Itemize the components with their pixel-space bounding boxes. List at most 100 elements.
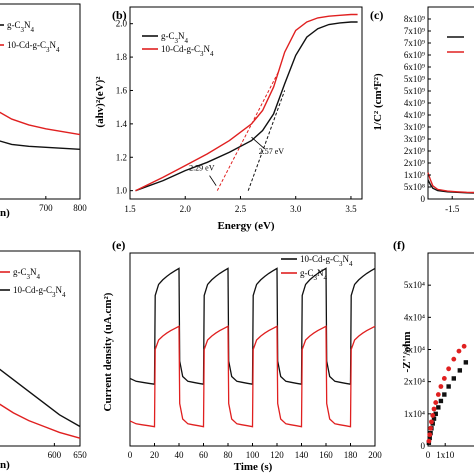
panel-e-xtick-label-5: 100 [246, 450, 260, 460]
panel-c-ytick-label-10: 5x10⁹ [404, 74, 425, 84]
panel-b-xtick-label-0: 1.5 [124, 204, 136, 214]
panel-f-point-0-11 [451, 376, 456, 381]
panel-e-label: (e) [112, 238, 125, 252]
panel-f-point-1-5 [431, 406, 437, 412]
panel-c-label: (c) [370, 8, 383, 22]
panel-e-legend-label-1: g-C3N4 [300, 268, 328, 282]
panel-f-ytick-label-1: 1x10⁴ [404, 409, 425, 419]
panel-f-plot: 0 1x10 0 1x10⁴ 2x10⁴ 3x10⁴ 4x10⁴ 5x10⁴ [404, 252, 474, 460]
panel-a-plot: 700 800 g-C3N4 10-Cd-g-C3N4 [0, 3, 87, 213]
panel-c-ytick-label-0: 0 [421, 194, 426, 204]
panel-f: (f) 0 1x10 0 1x10⁴ 2x10⁴ 3x10⁴ 4x10⁴ 5x10⁴ -Z''… [393, 238, 474, 460]
panel-f-point-0-13 [463, 360, 469, 365]
panel-e-ylabel: Current density (uA.cm²) [102, 292, 114, 411]
panel-a-frame [0, 3, 81, 200]
panel-b-annotation-arrow-1 [251, 136, 266, 150]
panel-c-ytick-label-1: 5x10⁸ [404, 182, 425, 192]
panel-b-tangent-black [247, 90, 286, 191]
panel-d-plot: 600 650 g-C3N4 10-Cd-g-C3N4 [0, 250, 87, 460]
panel-b-ytick-label-0: 1.0 [116, 186, 128, 196]
panel-f-point-0-1 [427, 435, 432, 441]
panel-a-series-1 [0, 111, 81, 136]
panel-f-ytick-label-4: 4x10⁴ [404, 312, 425, 322]
panel-b-xtick-label-3: 3.0 [290, 204, 302, 214]
panel-f-point-1-1 [427, 432, 433, 438]
panel-b-ytick-label-4: 1.8 [116, 52, 128, 62]
panel-d-xtick-label-1: 650 [73, 450, 87, 460]
panel-c-ytick-label-13: 7x10⁹ [404, 38, 425, 48]
panel-c-ytick-label-4: 2x10⁹ [404, 146, 425, 156]
panel-e-xtick-label-10: 200 [368, 450, 382, 460]
panel-d: 600 650 g-C3N4 10-Cd-g-C3N4 n) [0, 250, 87, 471]
panel-f-label: (f) [393, 238, 405, 252]
panel-e-xtick-label-9: 180 [344, 450, 358, 460]
panel-e-xtick-label-1: 20 [150, 450, 160, 460]
panel-e-xtick-label-0: 0 [128, 450, 133, 460]
panel-b-xtick-label-4: 3.5 [345, 204, 357, 214]
panel-b-legend-label-1: 10-Cd-g-C3N4 [161, 44, 214, 58]
panel-d-frame [0, 250, 81, 447]
panel-b-annotation-1: 2.57 eV [259, 147, 285, 156]
panel-b-frame [129, 6, 363, 200]
panel-b-xtick-label-1: 2.0 [180, 204, 192, 214]
panel-c-series-1 [427, 172, 474, 194]
panel-e-xtick-label-8: 160 [319, 450, 333, 460]
panel-b: (b) 2.29 eV 2.57 eV 1.5 2.0 2.5 3.0 3.5 1.0 1.2 1… [94, 6, 363, 232]
panel-b-ytick-label-2: 1.4 [116, 119, 128, 129]
panel-f-point-1-2 [428, 425, 433, 431]
panel-f-point-0-9 [442, 392, 447, 397]
panel-f-ytick-label-3: 3x10⁴ [404, 345, 425, 355]
panel-c: (c) -1.5 0 5x10⁸ 1x10⁹ 2x10⁹ 2x10⁹ 3x10⁹ 3x10⁹ 4… [370, 6, 474, 214]
panel-f-xtick-label-1: 1x10 [436, 450, 455, 460]
panel-a-xtick-label-1: 800 [73, 203, 87, 213]
panel-e-series-1 [129, 325, 376, 428]
panel-b-ytick-label-3: 1.6 [116, 85, 128, 95]
panel-d-series-0 [0, 403, 81, 439]
panel-a-legend-label-0: g-C3N4 [7, 20, 35, 34]
panel-c-xtick-label-0: -1.5 [445, 204, 460, 214]
panel-e-xtick-label-4: 80 [224, 450, 234, 460]
panel-a-xlabel-fragment: n) [0, 207, 10, 219]
panel-b-ylabel: (ahv)²(eV)² [94, 76, 106, 128]
panel-b-series-0 [135, 21, 358, 192]
panel-b-label: (b) [112, 8, 127, 22]
panel-c-ytick-label-7: 4x10⁹ [404, 110, 425, 120]
panel-c-ytick-label-11: 6x10⁹ [404, 62, 425, 72]
panel-e-legend-label-0: 10-Cd-g-C3N4 [300, 254, 353, 268]
panel-f-point-1-0 [426, 438, 432, 444]
panel-c-ytick-label-3: 2x10⁹ [404, 158, 425, 168]
panel-b-xtick-label-2: 2.5 [235, 204, 247, 214]
panel-f-point-0-5 [431, 416, 437, 421]
panel-f-point-1-10 [446, 366, 452, 372]
panel-b-ytick-label-5: 2.0 [116, 19, 128, 29]
panel-f-point-1-3 [429, 419, 434, 425]
panel-f-point-0-8 [438, 398, 444, 404]
panel-f-ytick-label-0: 0 [421, 441, 426, 451]
panel-e-xtick-label-2: 40 [175, 450, 185, 460]
panel-f-point-1-12 [456, 348, 462, 354]
panel-f-point-0-12 [457, 368, 463, 373]
panel-f-ytick-label-2: 2x10⁴ [404, 377, 425, 387]
panel-c-frame [427, 6, 474, 200]
panel-b-annotation-arrow-0 [209, 175, 217, 186]
panel-c-ytick-label-5: 3x10⁹ [404, 134, 425, 144]
panel-f-point-0-6 [433, 411, 438, 417]
panel-b-plot: 2.29 eV 2.57 eV 1.5 2.0 2.5 3.0 3.5 1.0 1.2 1.4 1.… [116, 6, 363, 214]
panel-e-xtick-label-6: 120 [270, 450, 284, 460]
panel-c-plot: -1.5 0 5x10⁸ 1x10⁹ 2x10⁹ 2x10⁹ 3x10⁹ 3x10⁹ 4x10⁹… [404, 6, 474, 214]
panel-b-series-1 [135, 13, 358, 192]
panel-a: 700 800 g-C3N4 10-Cd-g-C3N4 n) [0, 3, 87, 219]
panel-c-ytick-label-12: 6x10⁹ [404, 50, 425, 60]
panel-e: (e) 0 20 40 60 80 100 120 140 160 180 200 10-Cd-g-C… [102, 238, 382, 473]
panel-d-xlabel-fragment: n) [0, 459, 10, 471]
panel-e-xlabel: Time (s) [234, 461, 273, 473]
panel-b-legend-label-0: g-C3N4 [161, 31, 189, 45]
panel-f-point-1-8 [438, 384, 444, 389]
panel-b-annotation-0: 2.29 eV [189, 164, 215, 173]
panel-c-ytick-label-2: 1x10⁹ [404, 170, 425, 180]
panel-f-point-1-7 [435, 392, 441, 397]
panel-b-xlabel: Energy (eV) [217, 220, 274, 232]
panel-f-point-1-6 [433, 400, 439, 405]
panel-c-ytick-label-15: 8x10⁹ [404, 14, 425, 24]
